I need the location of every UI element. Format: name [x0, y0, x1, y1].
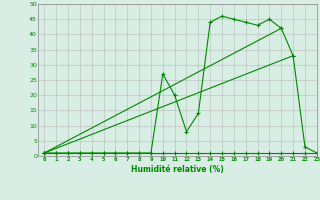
X-axis label: Humidité relative (%): Humidité relative (%)	[131, 165, 224, 174]
